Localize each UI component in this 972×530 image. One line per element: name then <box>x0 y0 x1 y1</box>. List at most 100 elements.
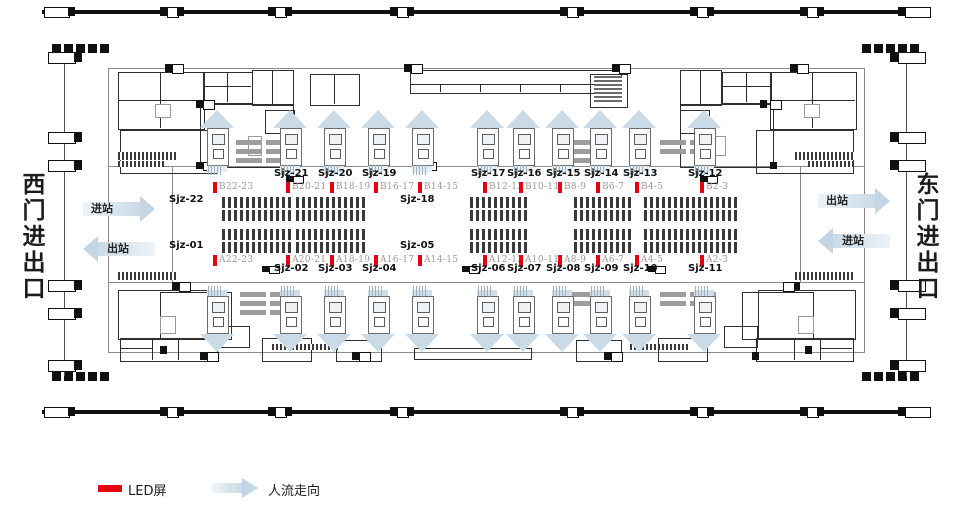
arrow-tip <box>470 110 504 128</box>
turnstile-gate <box>324 296 346 334</box>
flow-arrow-west-out-label: 出站 <box>107 242 129 255</box>
top-rail-bar <box>42 10 930 14</box>
carriage-label: A4-5 <box>641 255 664 265</box>
arrow-tip <box>405 110 439 128</box>
gate-slot-icon <box>519 317 530 327</box>
gate-queue-rail <box>478 165 492 175</box>
gate-screen-icon <box>329 134 342 145</box>
west-gate-label: 西门进出口 <box>18 172 44 302</box>
led-screen-marker-b10-11 <box>519 182 523 193</box>
legend-flow-label: 人流走向 <box>268 484 321 499</box>
carriage-label: A18-19 <box>336 255 371 265</box>
carriage-label: B12-13 <box>489 182 524 192</box>
turnstile-gate <box>412 296 434 334</box>
gate-screen-icon <box>373 302 386 313</box>
carriage-label: A16-17 <box>380 255 415 265</box>
seat-row <box>470 197 530 208</box>
checkpoint-id-sjz-10: Sjz-10 <box>623 263 658 274</box>
turnstile-gate <box>694 128 716 166</box>
seat-row <box>222 242 294 253</box>
arrow-tip <box>687 334 721 352</box>
turnstile-gate <box>207 296 229 334</box>
carriage-label: A22-23 <box>219 255 254 265</box>
arrow-tip <box>361 334 395 352</box>
seat-row <box>470 242 530 253</box>
carriage-label: B10-11 <box>525 182 560 192</box>
seat-row <box>574 210 634 221</box>
checkpoint-id-sjz-09: Sjz-09 <box>584 263 619 274</box>
checkpoint-id-sjz-19: Sjz-19 <box>362 168 397 179</box>
led-screen-marker-b18-19 <box>330 182 334 193</box>
led-screen-marker-a8-9 <box>558 255 562 266</box>
carriage-label: B2-3 <box>706 182 729 192</box>
gate-screen-icon <box>634 134 647 145</box>
led-screen-marker-b2-3 <box>700 182 704 193</box>
gate-queue-rail <box>413 286 427 296</box>
led-screen-marker-a12-13 <box>483 255 487 266</box>
gate-slot-icon <box>519 149 530 159</box>
gate-slot-icon <box>483 149 494 159</box>
gate-screen-icon <box>417 302 430 313</box>
gate-queue-rail <box>695 165 709 175</box>
led-screen-marker-a16-17 <box>374 255 378 266</box>
gate-screen-icon <box>373 134 386 145</box>
led-screen-marker-b4-5 <box>635 182 639 193</box>
gate-queue-rail <box>325 165 339 175</box>
carriage-label: B22-23 <box>219 182 254 192</box>
checkpoint-id-sjz-14: Sjz-14 <box>584 168 619 179</box>
arrow-tip <box>405 334 439 352</box>
gate-screen-icon <box>285 302 298 313</box>
arrow-tip <box>200 110 234 128</box>
gate-slot-icon <box>330 149 341 159</box>
gate-queue-rail <box>369 165 383 175</box>
carriage-label: A8-9 <box>564 255 587 265</box>
seat-row <box>222 197 294 208</box>
arrow-tip <box>361 110 395 128</box>
gate-slot-icon <box>558 149 569 159</box>
gate-slot-icon <box>700 317 711 327</box>
carriage-label: B8-9 <box>564 182 587 192</box>
bottom-rail-bar <box>42 410 930 414</box>
checkpoint-id-sjz-03: Sjz-03 <box>318 263 353 274</box>
checkpoint-id-sjz-13: Sjz-13 <box>623 168 658 179</box>
turnstile-gate <box>513 296 535 334</box>
checkpoint-id-sjz-02: Sjz-02 <box>274 263 309 274</box>
legend-led-label: LED屏 <box>128 484 167 499</box>
seat-row <box>296 229 368 240</box>
led-screen-marker-a20-21 <box>286 255 290 266</box>
seat-row <box>222 210 294 221</box>
turnstile-gate <box>552 128 574 166</box>
arrow-tip <box>506 334 540 352</box>
carriage-label: A14-15 <box>424 255 459 265</box>
gate-queue-rail <box>281 165 295 175</box>
gate-slot-icon <box>596 149 607 159</box>
carriage-label: B16-17 <box>380 182 415 192</box>
gate-queue-rail <box>630 165 644 175</box>
turnstile-gate <box>324 128 346 166</box>
flow-arrow-west-in: 进站 <box>83 196 155 222</box>
hall-wall-mid-right <box>800 166 801 282</box>
arrow-tip <box>545 334 579 352</box>
turnstile-gate <box>412 128 434 166</box>
carriage-label: A20-21 <box>292 255 327 265</box>
gate-screen-icon <box>212 134 225 145</box>
checkpoint-id-sjz-05: Sjz-05 <box>400 240 435 251</box>
gate-queue-rail <box>553 286 567 296</box>
gate-screen-icon <box>595 134 608 145</box>
checkpoint-id-sjz-21: Sjz-21 <box>274 168 309 179</box>
led-screen-marker-a2-3 <box>700 255 704 266</box>
carriage-label: B14-15 <box>424 182 459 192</box>
arrow-tip <box>200 334 234 352</box>
gate-slot-icon <box>374 317 385 327</box>
gate-screen-icon <box>634 302 647 313</box>
turnstile-gate <box>629 128 651 166</box>
arrow-tip <box>583 110 617 128</box>
arrow-tip <box>470 334 504 352</box>
flow-arrow-west-in-label: 进站 <box>91 202 113 215</box>
seat-row <box>574 229 634 240</box>
gate-slot-icon <box>286 317 297 327</box>
gate-queue-rail <box>413 165 427 175</box>
gate-screen-icon <box>557 302 570 313</box>
carriage-label: B20-21 <box>292 182 327 192</box>
hall-wall-mid-left <box>172 166 173 282</box>
